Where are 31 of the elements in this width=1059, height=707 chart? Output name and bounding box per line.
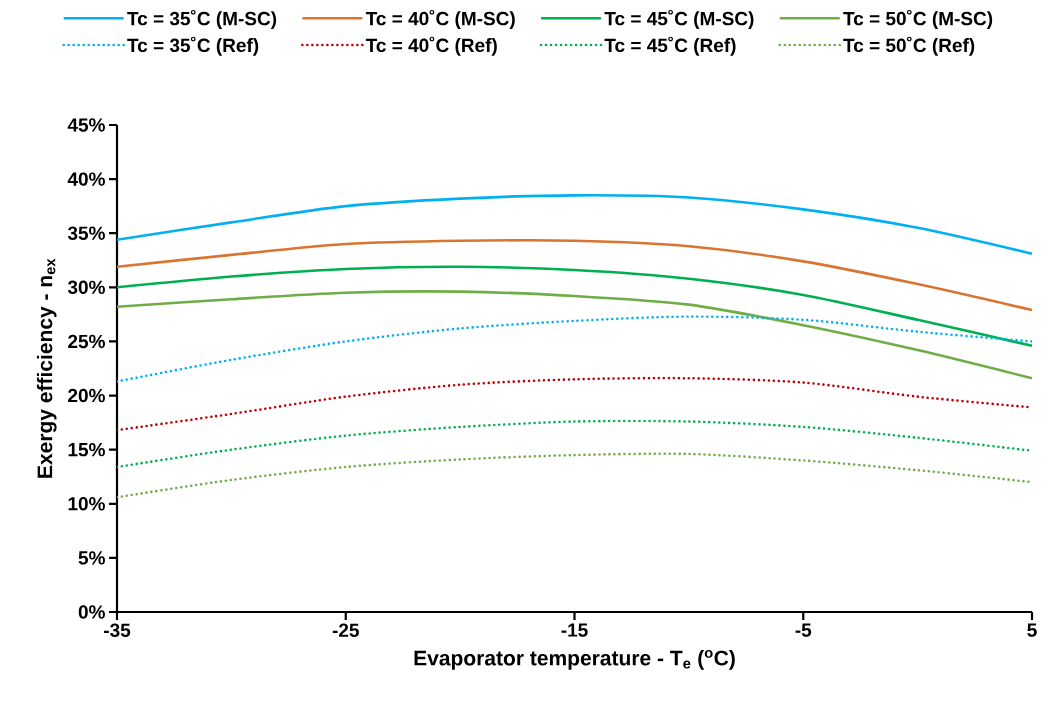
y-tick-label: 10% bbox=[68, 497, 105, 511]
y-tick-label: 40% bbox=[67, 172, 105, 186]
legend-label: Tc = 45˚C (Ref) bbox=[604, 36, 736, 56]
line-series bbox=[117, 452, 1033, 499]
y-axis-title: Exergy efficiency - n$_{ex}$ bbox=[36, 258, 57, 478]
x-tick-label: -35 bbox=[104, 623, 131, 638]
y-tick-label: 5% bbox=[78, 551, 105, 565]
legend-label: Tc = 35˚C (M-SC) bbox=[127, 9, 277, 30]
line-series bbox=[117, 265, 1033, 348]
x-axis-title: Evaporator temperature - T$_{e}$ ($^{o}$C) bbox=[414, 649, 735, 670]
legend-label: Tc = 40˚C (M-SC) bbox=[365, 9, 515, 30]
line-series bbox=[117, 315, 1033, 383]
y-tick-label: 0% bbox=[78, 605, 105, 619]
y-tick-label: 35% bbox=[67, 226, 105, 240]
x-tick-label: -15 bbox=[561, 623, 588, 637]
legend-label: Tc = 50˚C (M-SC) bbox=[843, 9, 993, 30]
x-tick-label: -25 bbox=[332, 623, 359, 637]
legend-label: Tc = 45˚C (M-SC) bbox=[604, 9, 754, 30]
y-tick-label: 15% bbox=[68, 442, 105, 457]
line-series bbox=[117, 194, 1033, 256]
y-tick-label: 20% bbox=[68, 388, 105, 403]
y-tick-label: 25% bbox=[68, 334, 105, 349]
y-tick-label: 45% bbox=[67, 118, 105, 132]
line-series bbox=[117, 290, 1033, 380]
x-tick-label: 5 bbox=[1027, 623, 1037, 637]
y-tick-label: 30% bbox=[67, 280, 105, 295]
x-tick-label: -5 bbox=[795, 623, 812, 637]
line-series bbox=[117, 239, 1033, 312]
legend-label: Tc = 35˚C (Ref) bbox=[127, 36, 259, 56]
legend-label: Tc = 50˚C (Ref) bbox=[843, 36, 975, 56]
legend-label: Tc = 40˚C (Ref) bbox=[365, 36, 497, 56]
